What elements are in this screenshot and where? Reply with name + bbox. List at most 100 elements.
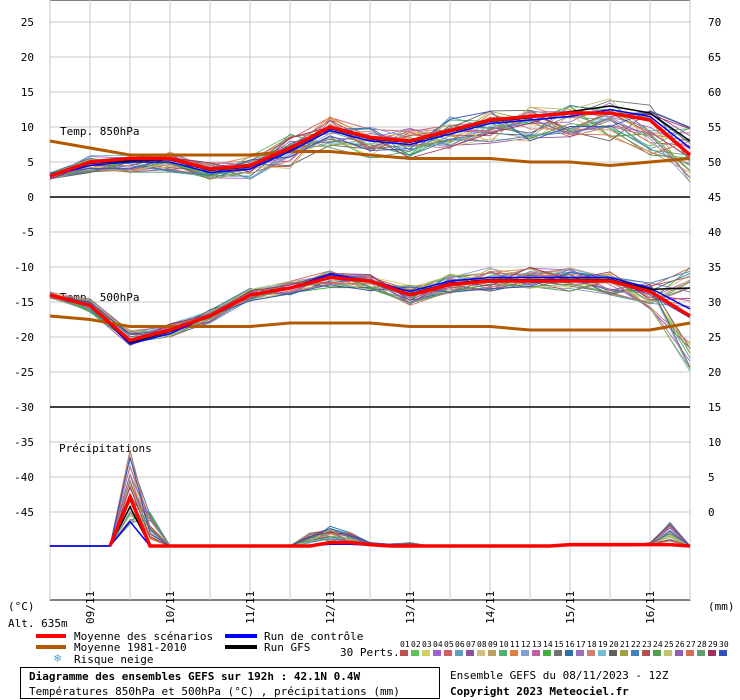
pert-number: 15 [554,640,564,649]
x-tick-label: 16/11 [644,591,657,624]
pert-color-swatch [554,650,562,656]
pert-color-swatch [620,650,628,656]
pert-color-swatch [488,650,496,656]
pert-color-swatch [543,650,551,656]
pert-color-swatch [466,650,474,656]
left-tick-label: 25 [21,16,34,29]
pert-color-swatch [433,650,441,656]
right-tick-label: 50 [708,156,721,169]
x-tick-label: 12/11 [324,591,337,624]
pert-number: 06 [455,640,465,649]
x-tick-label: 14/11 [484,591,497,624]
right-tick-label: 55 [708,121,721,134]
snow-legend-label: Risque neige [74,653,154,666]
left-tick-label: -5 [21,226,34,239]
pert-number: 29 [708,640,718,649]
right-tick-label: 70 [708,16,721,29]
pert-number: 18 [587,640,597,649]
panel-label-850: Temp. 850hPa [60,125,139,138]
pert-number: 03 [422,640,432,649]
climo-legend-label: Moyenne 1981-2010 [74,641,187,654]
pert-number: 11 [510,640,520,649]
pert-color-swatch [565,650,573,656]
panel-label-precip: Précipitations [59,442,152,455]
t500-climo-line [49,314,691,332]
pert-number: 22 [631,640,641,649]
pert-color-swatch [400,650,408,656]
pert-number: 05 [444,640,454,649]
pert-number: 30 [719,640,729,649]
left-tick-label: -40 [14,471,34,484]
pert-color-swatch [631,650,639,656]
pert-color-swatch [576,650,584,656]
left-unit-label: (°C) [8,600,35,613]
t850-mean-line [49,111,692,178]
x-tick-label: 11/11 [244,591,257,624]
right-tick-label: 5 [708,471,715,484]
t500-member-line [49,270,691,344]
t850-member-line [49,104,691,177]
precip-mean-line [108,492,691,548]
pert-color-swatch [444,650,452,656]
pert-number: 26 [675,640,685,649]
pert-color-swatch [697,650,705,656]
left-tick-label: -10 [14,261,34,274]
climo-swatch [36,645,66,649]
pert-number: 23 [642,640,652,649]
right-tick-label: 30 [708,296,721,309]
pert-number: 04 [433,640,443,649]
right-unit-label: (mm) [708,600,735,613]
pert-color-swatch [587,650,595,656]
pert-number: 24 [653,640,663,649]
x-tick-label: 09/11 [84,591,97,624]
pert-number: 16 [565,640,575,649]
pert-color-swatch [719,650,727,656]
left-tick-label: 0 [27,191,34,204]
pert-number: 10 [499,640,509,649]
t850-member-line [49,98,691,175]
t850-member-line [49,118,691,177]
pert-number: 01 [400,640,410,649]
x-tick-label: 13/11 [404,591,417,624]
right-tick-label: 15 [708,401,721,414]
left-tick-label: 10 [21,121,34,134]
pert-color-swatch [609,650,617,656]
t850-member-line [49,125,691,179]
x-tick-label: 15/11 [564,591,577,624]
pert-color-swatch [686,650,694,656]
snowflake-icon: ❄ [54,651,62,665]
copyright: Copyright 2023 Meteociel.fr [450,685,629,698]
right-tick-label: 65 [708,51,721,64]
t850-climo-line [49,139,691,168]
pert-color-swatch [422,650,430,656]
pert-color-swatch [653,650,661,656]
left-tick-label: -15 [14,296,34,309]
altitude-label: Alt. 635m [8,617,68,630]
right-tick-label: 40 [708,226,721,239]
pert-number: 13 [532,640,542,649]
pert-number: 08 [477,640,487,649]
left-tick-label: 5 [27,156,34,169]
pert-number: 17 [576,640,586,649]
t500-member-line [49,272,691,335]
right-tick-label: 35 [708,261,721,274]
pert-color-swatch [598,650,606,656]
x-tick-label: 10/11 [164,591,177,624]
gfs-swatch [225,645,257,649]
pert-color-swatch [675,650,683,656]
pert-color-swatch [521,650,529,656]
footer-subtitle: Températures 850hPa et 500hPa (°C) , pré… [29,685,400,698]
footer-title: Diagramme des ensembles GEFS sur 192h : … [29,670,361,683]
pert-color-swatch [477,650,485,656]
perts-label: 30 Perts. [340,646,400,659]
pert-color-swatch [532,650,540,656]
pert-color-swatch [664,650,672,656]
pert-number: 19 [598,640,608,649]
pert-color-swatch [411,650,419,656]
pert-number: 28 [697,640,707,649]
right-tick-label: 25 [708,331,721,344]
right-tick-label: 45 [708,191,721,204]
left-tick-label: -25 [14,366,34,379]
right-tick-label: 10 [708,436,721,449]
